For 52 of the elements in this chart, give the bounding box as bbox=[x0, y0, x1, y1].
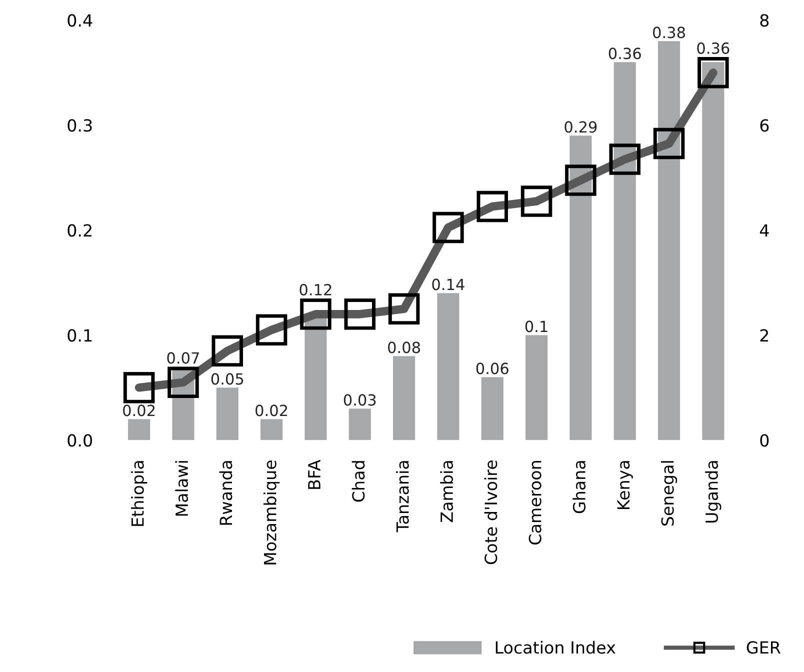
x-tick-label: Mozambique bbox=[263, 460, 280, 564]
x-tick-label: Cameroon bbox=[528, 461, 542, 544]
bar bbox=[348, 408, 371, 440]
y2-tick-label: 0 bbox=[760, 434, 769, 447]
data-label: 0.12 bbox=[300, 284, 332, 296]
x-tick-label: Kenya bbox=[617, 461, 633, 509]
bar bbox=[216, 388, 238, 440]
x-tick-label: Cote d'Ivoire bbox=[484, 460, 498, 564]
data-label: 0.02 bbox=[256, 404, 288, 416]
data-label: 0.02 bbox=[123, 404, 155, 416]
data-label: 0.36 bbox=[697, 42, 730, 54]
y2-tick-label: 2 bbox=[760, 329, 768, 342]
y-tick-label: 0.2 bbox=[68, 224, 92, 237]
data-label: 0.05 bbox=[211, 373, 244, 385]
y2-tick-label: 6 bbox=[760, 119, 769, 132]
x-tick-label: Tanzania bbox=[396, 461, 409, 532]
x-tick-label: Malawi bbox=[175, 461, 188, 516]
bar bbox=[614, 62, 636, 440]
y-tick-label: 0.0 bbox=[68, 434, 92, 447]
data-label: 0.07 bbox=[167, 352, 199, 364]
bar bbox=[525, 335, 548, 440]
bar bbox=[658, 41, 680, 440]
bar bbox=[481, 377, 504, 440]
x-tick-label: Chad bbox=[352, 461, 365, 502]
data-label: 0.14 bbox=[432, 278, 464, 290]
bar bbox=[570, 136, 592, 440]
data-label: 0.36 bbox=[608, 48, 641, 60]
x-tick-label: Rwanda bbox=[219, 461, 232, 525]
bar bbox=[260, 419, 283, 440]
bar bbox=[437, 293, 460, 440]
y-tick-label: 0.4 bbox=[68, 14, 92, 27]
y-tick-label: 0.3 bbox=[68, 119, 92, 132]
legend-label: GER bbox=[746, 641, 780, 654]
bar bbox=[128, 419, 150, 440]
y2-tick-label: 4 bbox=[760, 224, 769, 236]
x-tick-label: BFA bbox=[308, 460, 320, 489]
data-label: 0.38 bbox=[653, 26, 685, 38]
data-label: 0.29 bbox=[564, 121, 597, 133]
x-tick-label: Senegal bbox=[660, 461, 678, 526]
x-tick-label: Ethiopia bbox=[130, 461, 148, 526]
data-label: 0.1 bbox=[525, 320, 548, 332]
x-tick-label: Zambia bbox=[440, 461, 454, 522]
bar bbox=[702, 62, 724, 440]
data-label: 0.03 bbox=[344, 394, 376, 406]
bar bbox=[392, 356, 416, 440]
data-label: 0.08 bbox=[388, 342, 420, 354]
x-tick-label: Ghana bbox=[572, 461, 586, 514]
legend-label: Location Index bbox=[496, 640, 616, 654]
y2-tick-label: 8 bbox=[760, 14, 769, 27]
data-label: 0.06 bbox=[476, 362, 508, 374]
y-tick-label: 0.1 bbox=[68, 329, 92, 342]
x-tick-label: Uganda bbox=[705, 461, 722, 523]
